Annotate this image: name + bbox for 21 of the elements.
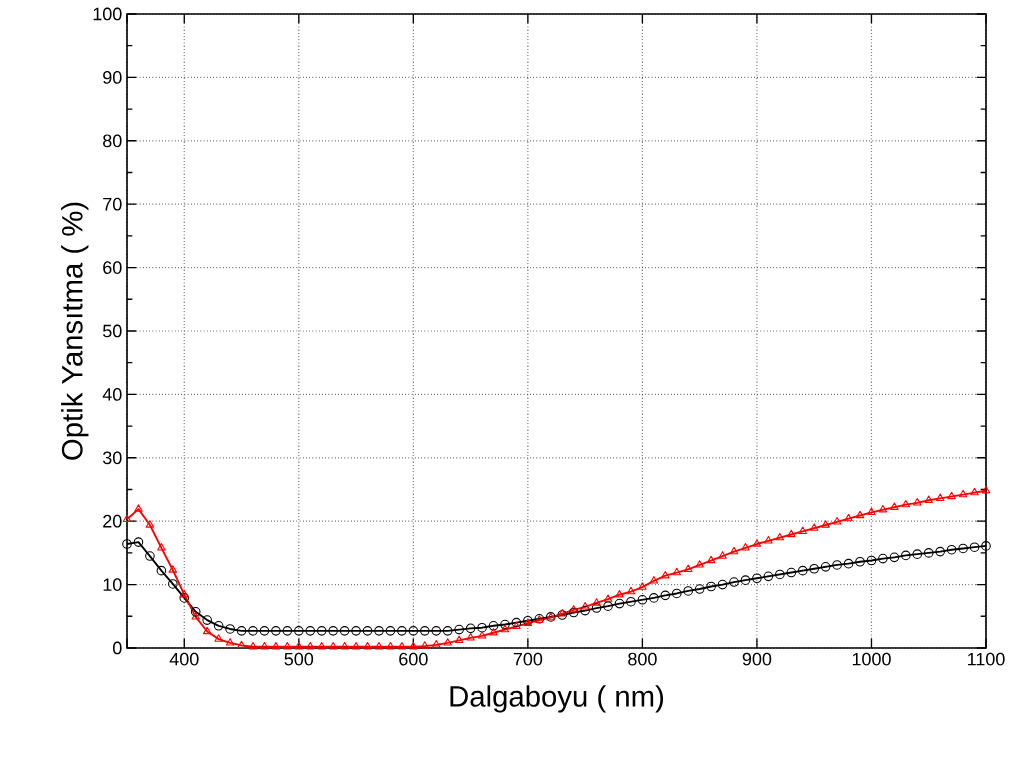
x-tick-label: 1100 bbox=[968, 652, 1005, 666]
x-tick-label: 400 bbox=[169, 652, 199, 666]
y-tick-label: 80 bbox=[103, 134, 122, 148]
y-tick-label: 0 bbox=[113, 641, 122, 655]
y-tick-label: 20 bbox=[103, 514, 122, 528]
x-axis-title: Dalgaboyu ( nm) bbox=[450, 685, 664, 713]
y-tick-label: 50 bbox=[102, 324, 122, 338]
x-tick-label: 900 bbox=[742, 652, 772, 666]
y-tick-label: 60 bbox=[103, 261, 122, 274]
y-tick-label: 40 bbox=[102, 388, 122, 401]
y-axis-title: Optik Yansıtma ( %) bbox=[61, 202, 89, 460]
y-tick-label: 70 bbox=[103, 197, 122, 211]
y-tick-label: 100 bbox=[93, 7, 122, 21]
x-tick-label: 500 bbox=[284, 652, 314, 666]
y-tick-label: 10 bbox=[103, 578, 122, 591]
x-tick-label: 800 bbox=[628, 652, 657, 666]
y-tick-label: 30 bbox=[102, 451, 122, 465]
y-tick-label: 90 bbox=[103, 71, 122, 84]
x-tick-label: 700 bbox=[513, 652, 543, 666]
x-tick-label: 600 bbox=[399, 652, 428, 666]
x-tick-label: 1000 bbox=[852, 652, 891, 666]
